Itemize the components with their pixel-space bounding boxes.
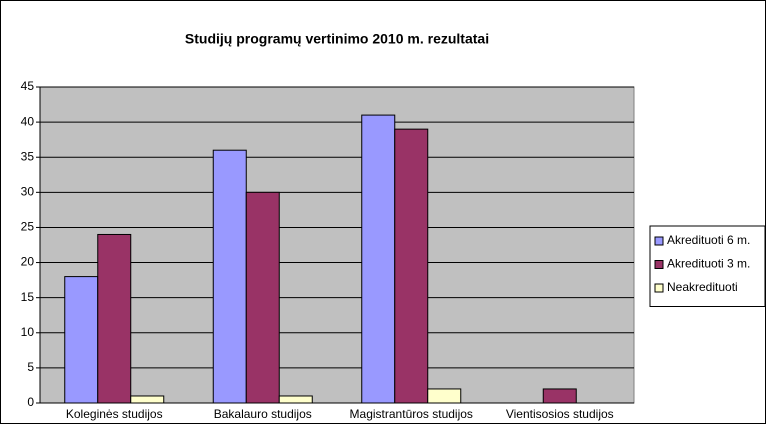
y-tick-label: 0 [27, 395, 34, 409]
bar [97, 233, 132, 404]
legend-label: Akredituoti 6 m. [667, 233, 750, 247]
legend-swatch [654, 236, 664, 246]
y-tick-label: 25 [21, 220, 35, 234]
y-tick-label: 30 [21, 185, 35, 199]
x-tick-label: Bakalauro studijos [214, 407, 312, 421]
legend-box [649, 225, 766, 307]
y-tick-label: 45 [21, 79, 35, 93]
legend-label: Akredituoti 3 m. [667, 257, 750, 271]
bar [278, 395, 313, 404]
chart-title: Studijų programų vertinimo 2010 m. rezul… [185, 31, 489, 47]
x-tick-label: Magistrantūros studijos [350, 407, 473, 421]
bar [212, 149, 247, 404]
legend-label: Neakredituoti [667, 280, 738, 294]
plot-area [39, 86, 635, 404]
y-tick-label: 40 [21, 114, 35, 128]
legend-swatch [654, 283, 664, 293]
y-tick-label: 15 [21, 290, 35, 304]
y-tick-label: 5 [27, 360, 34, 374]
bar [361, 114, 396, 404]
bar [245, 191, 280, 404]
bar [542, 388, 577, 404]
x-tick-label: Vientisosios studijos [506, 407, 614, 421]
bar [130, 395, 165, 404]
y-tick-label: 10 [21, 325, 35, 339]
x-tick-label: Koleginės studijos [66, 407, 163, 421]
y-tick-label: 35 [21, 149, 35, 163]
bar [394, 128, 429, 404]
y-tick-label: 20 [21, 255, 35, 269]
legend-swatch [654, 260, 664, 269]
bar [64, 276, 99, 404]
bar [427, 388, 462, 404]
